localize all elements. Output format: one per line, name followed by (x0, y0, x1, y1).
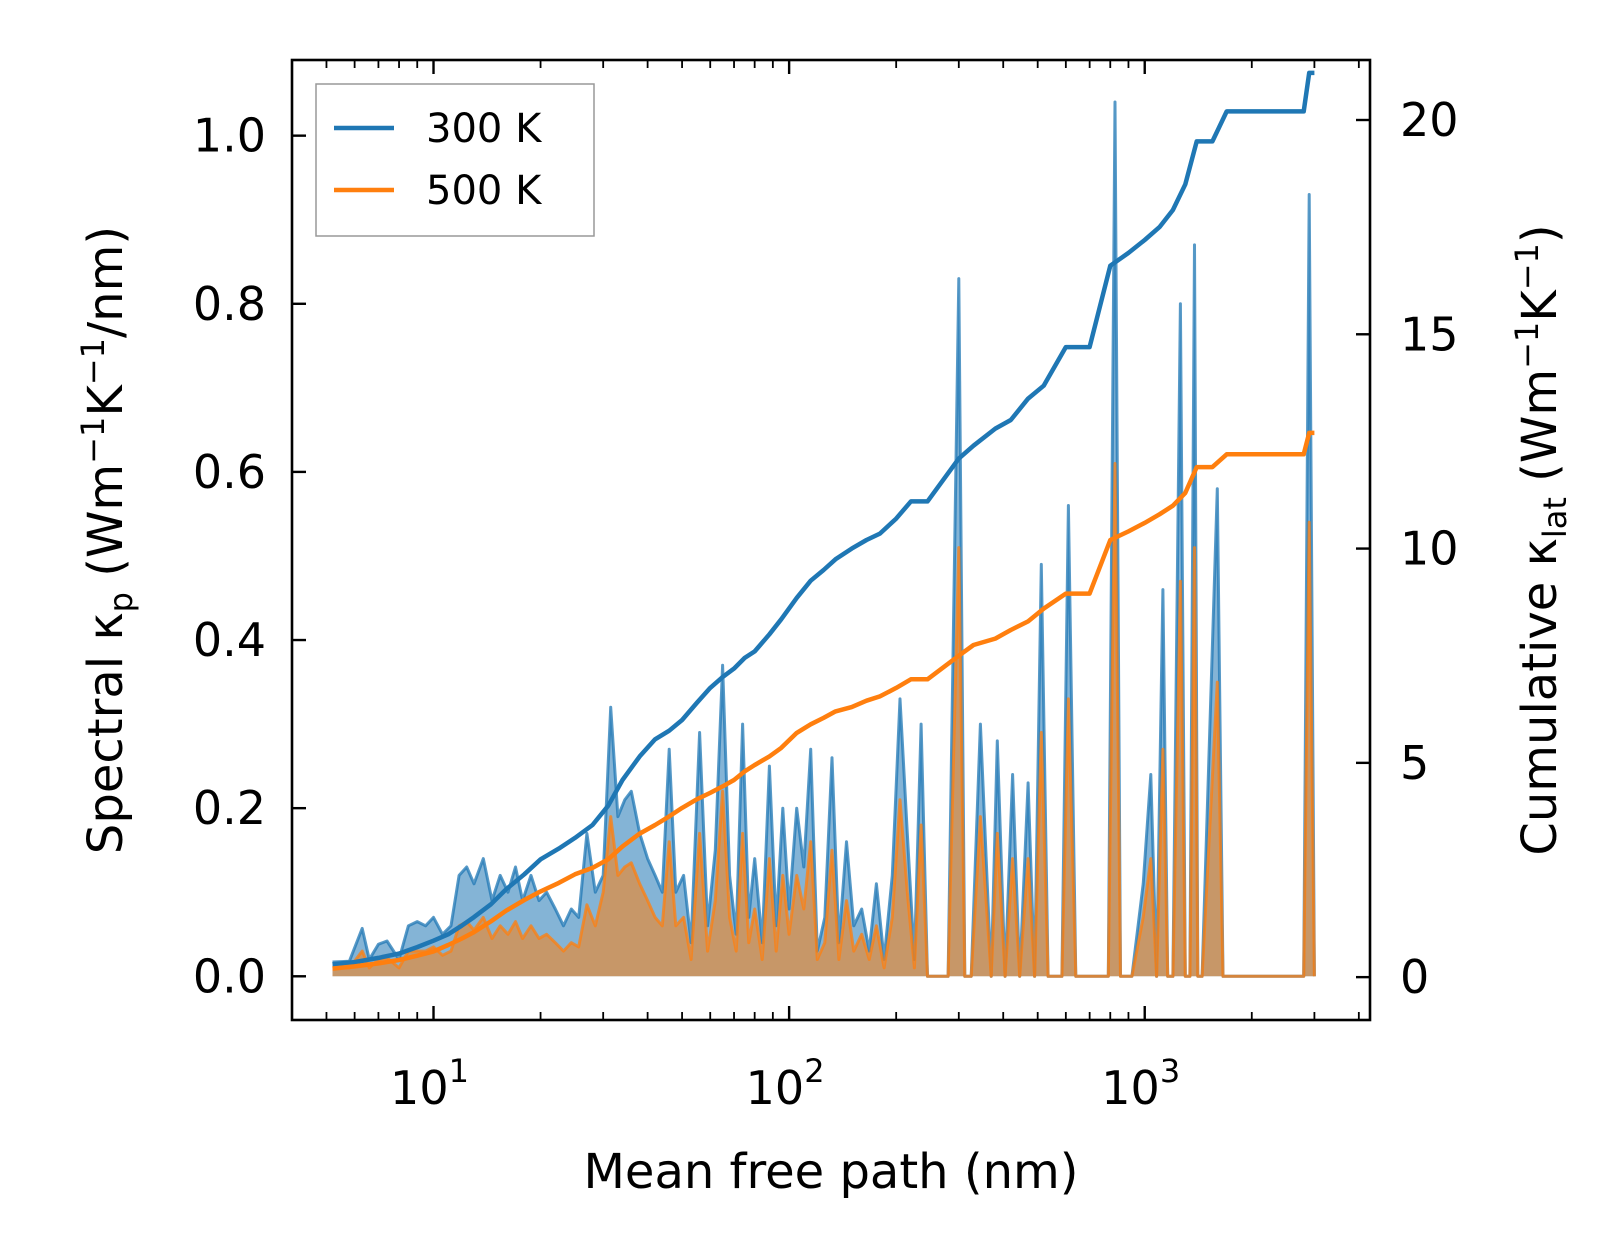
right-ylabel-end: ) (1512, 224, 1568, 243)
right-ylabel-sub: lat (1536, 497, 1574, 538)
left-y-tick-label: 0.6 (193, 445, 266, 499)
left-ylabel-unit: (Wm (78, 464, 134, 592)
x-tick-label: 101 (390, 1052, 469, 1115)
legend-label-500k: 500 K (426, 168, 543, 214)
cumulative-line-300k (332, 70, 1315, 967)
spectral-line-300k (332, 100, 1316, 978)
left-y-tick-label: 0.0 (193, 949, 266, 1003)
right-ylabel-unit: (Wm (1512, 369, 1568, 497)
right-ylabel-main: Cumulative κ (1512, 538, 1568, 856)
left-ylabel-sub: p (102, 592, 140, 612)
right-y-tick-label: 15 (1400, 307, 1459, 361)
spectral-fills (332, 100, 1316, 978)
left-y-tick-label: 0.4 (193, 613, 266, 667)
left-y-axis-label: Spectral κp (Wm−1K−1/nm) (74, 226, 140, 854)
left-ylabel-main: Spectral κ (78, 612, 134, 854)
axis-ticks (292, 60, 1370, 1020)
left-ylabel-end: /nm) (78, 226, 134, 338)
right-y-tick-label: 5 (1400, 736, 1429, 790)
plot-frame (290, 58, 1372, 1022)
right-y-tick-label: 20 (1400, 93, 1459, 147)
series-lines (332, 70, 1315, 971)
right-ylabel-k: K (1512, 289, 1568, 322)
right-y-axis-label: Cumulative κlat (Wm−1K−1) (1508, 224, 1574, 855)
x-axis-label: Mean free path (nm) (584, 1144, 1079, 1200)
legend: 300 K 500 K (315, 83, 595, 237)
spectral-line-500k (332, 462, 1316, 978)
x-tick-label: 103 (1101, 1052, 1180, 1115)
spectral-fill-500k (332, 463, 1315, 977)
right-ylabel-sup1: −1 (1508, 322, 1546, 369)
x-tick-label: 102 (746, 1052, 825, 1115)
cumulative-line-500k (332, 430, 1315, 971)
left-ylabel-sup1: −1 (74, 417, 112, 464)
left-y-tick-label: 1.0 (193, 109, 266, 163)
right-y-tick-label: 0 (1400, 950, 1429, 1004)
left-y-tick-label: 0.8 (193, 277, 266, 331)
left-ylabel-sup2: −1 (74, 338, 112, 385)
legend-box (315, 83, 595, 237)
left-y-tick-label: 0.2 (193, 781, 266, 835)
right-y-tick-label: 10 (1400, 522, 1459, 576)
left-ylabel-k: K (78, 384, 134, 417)
legend-label-300k: 300 K (426, 106, 543, 152)
right-ylabel-sup2: −1 (1508, 243, 1546, 290)
